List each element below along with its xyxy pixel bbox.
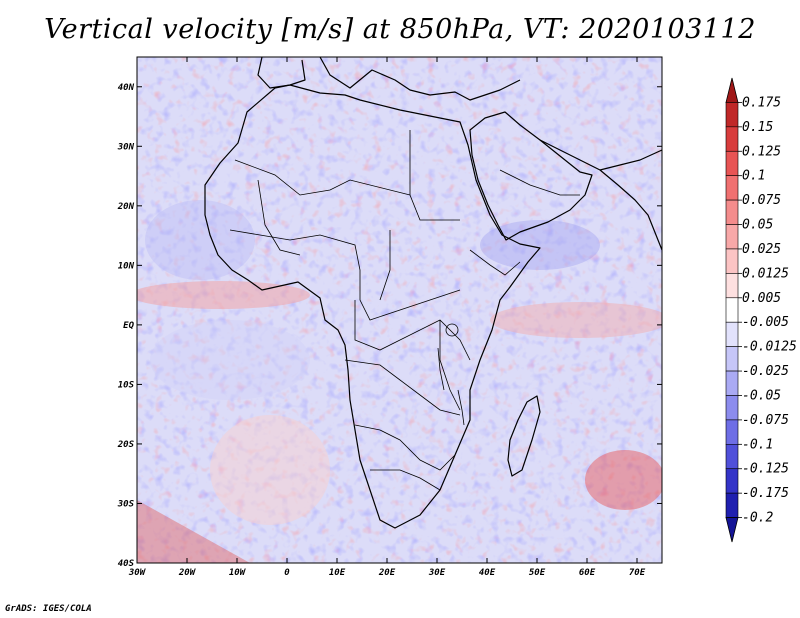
longitude-axis: 30W 20W 10W 0 10E 20E 30E 40E 50E 60E 70E bbox=[128, 57, 646, 578]
colorbar-label-2: 0.125 bbox=[742, 144, 781, 159]
border-west bbox=[257, 179, 301, 256]
colorbar-label-6: 0.025 bbox=[742, 242, 781, 257]
coastline-layer bbox=[204, 57, 662, 529]
colorbar-label-16: -0.175 bbox=[742, 486, 789, 501]
frontal-band-southwest bbox=[137, 500, 250, 563]
lat-tick-label-2: 20N bbox=[117, 202, 135, 212]
colorbar-box-14 bbox=[725, 419, 739, 445]
lake-malawi bbox=[457, 389, 465, 426]
colorbar-box-16 bbox=[725, 468, 739, 494]
itcz-band-west bbox=[137, 281, 310, 309]
border-layer bbox=[229, 130, 580, 491]
colorbar-box-6 bbox=[725, 224, 739, 250]
lon-tick-label-5: 20E bbox=[378, 568, 396, 578]
lat-tick-label-5: 10S bbox=[118, 380, 135, 390]
subsidence-west-africa bbox=[145, 200, 255, 280]
colorbar-label-5: 0.05 bbox=[742, 218, 773, 233]
colorbar-box-15 bbox=[725, 444, 739, 470]
colorbar-box-11 bbox=[725, 346, 739, 372]
colorbar-label-9: -0.005 bbox=[742, 315, 789, 330]
iberia-coastline bbox=[257, 57, 306, 89]
colorbar-label-8: 0.005 bbox=[742, 291, 781, 306]
lon-tick-label-10: 70E bbox=[629, 568, 646, 578]
colorbar-box-10 bbox=[725, 321, 739, 347]
colorbar-box-2 bbox=[725, 126, 739, 152]
colorbar-box-3 bbox=[725, 150, 739, 176]
colorbar-label-0: 0.175 bbox=[742, 95, 781, 110]
border-arabia bbox=[499, 169, 580, 196]
lon-tick-label-0: 30W bbox=[128, 568, 147, 578]
lon-tick-label-8: 50E bbox=[529, 568, 546, 578]
colorbar: 0.175 0.15 0.125 0.1 0.075 0.05 0.025 0.0125 0.0… bbox=[725, 77, 797, 543]
lon-tick-label-2: 10W bbox=[229, 568, 247, 578]
colorbar-label-13: -0.075 bbox=[742, 413, 789, 428]
border-central bbox=[354, 300, 471, 361]
map-figure: 30W 20W 10W 0 10E 20E 30E 40E 50E 60E 70E 40N 30N 20… bbox=[117, 56, 797, 578]
lat-tick-label-4: EQ bbox=[123, 321, 134, 331]
border-southern bbox=[354, 424, 456, 471]
lat-tick-label-8: 40S bbox=[118, 559, 135, 569]
colorbar-box-12 bbox=[725, 370, 739, 396]
border-congo-angola bbox=[344, 359, 461, 416]
colorbar-box-1 bbox=[725, 102, 739, 128]
africa-coastline bbox=[204, 84, 541, 529]
cyclone-south-atlantic bbox=[210, 415, 330, 525]
lat-tick-label-1: 30N bbox=[117, 142, 135, 152]
border-rift bbox=[439, 320, 461, 411]
border-sahara bbox=[234, 159, 411, 196]
colorbar-label-11: -0.025 bbox=[742, 364, 789, 379]
border-horn bbox=[469, 249, 521, 276]
colorbar-box-9 bbox=[725, 297, 739, 323]
colorbar-label-17: -0.2 bbox=[742, 511, 773, 526]
lake-victoria bbox=[445, 323, 459, 337]
border-mid bbox=[379, 230, 391, 301]
colorbar-label-12: -0.05 bbox=[742, 388, 781, 403]
border-libya-egypt bbox=[409, 130, 460, 221]
plot-frame bbox=[136, 56, 663, 564]
colorbar-label-1: 0.15 bbox=[742, 120, 773, 135]
colorbar-box-13 bbox=[725, 395, 739, 421]
lon-tick-label-9: 60E bbox=[579, 568, 596, 578]
grads-credit: GrADS: IGES/COLA bbox=[5, 604, 92, 614]
colorbar-bottom-arrow bbox=[725, 517, 739, 543]
lat-tick-label-7: 30S bbox=[117, 499, 135, 509]
subsidence-arabian-sea bbox=[480, 220, 600, 270]
colorbar-label-7: 0.0125 bbox=[742, 266, 789, 281]
map-title: Vertical velocity [m/s] at 850hPa, VT: 2… bbox=[44, 14, 756, 45]
colorbar-label-4: 0.075 bbox=[742, 193, 781, 208]
border-sahel bbox=[229, 229, 461, 321]
india-coastline bbox=[599, 169, 662, 251]
colorbar-label-10: -0.0125 bbox=[742, 340, 797, 355]
colorbar-box-5 bbox=[725, 199, 739, 225]
subsidence-gulf-of-guinea bbox=[150, 320, 310, 400]
lon-tick-label-7: 40E bbox=[479, 568, 496, 578]
lat-tick-label-0: 40N bbox=[118, 83, 135, 93]
plot-area bbox=[137, 57, 662, 563]
itcz-band-east bbox=[490, 302, 662, 338]
colorbar-top-arrow bbox=[725, 77, 739, 103]
colorbar-box-17 bbox=[725, 492, 739, 518]
lon-tick-label-3: 0 bbox=[284, 568, 290, 578]
colorbar-label-3: 0.1 bbox=[742, 169, 765, 184]
colorbar-box-4 bbox=[725, 175, 739, 201]
latitude-axis: 40N 30N 20N 10N EQ 10S 20S 30S 40S bbox=[117, 83, 662, 569]
cyclone-indian-ocean bbox=[585, 450, 662, 510]
lon-tick-label-1: 20W bbox=[178, 568, 197, 578]
lat-tick-label-3: 10N bbox=[118, 261, 135, 271]
lon-tick-label-6: 30E bbox=[428, 568, 446, 578]
madagascar-coastline bbox=[507, 395, 541, 477]
colorbar-box-8 bbox=[725, 273, 739, 299]
colorbar-label-14: -0.1 bbox=[742, 437, 773, 452]
lat-tick-label-6: 20S bbox=[117, 440, 135, 450]
mediterranean-north bbox=[319, 57, 521, 101]
colorbar-label-15: -0.125 bbox=[742, 462, 789, 477]
colorbar-box-7 bbox=[725, 248, 739, 274]
lon-tick-label-4: 10E bbox=[329, 568, 346, 578]
arabia-coastline bbox=[469, 111, 593, 241]
border-south-africa bbox=[370, 469, 441, 491]
lake-tanganyika bbox=[437, 347, 445, 391]
